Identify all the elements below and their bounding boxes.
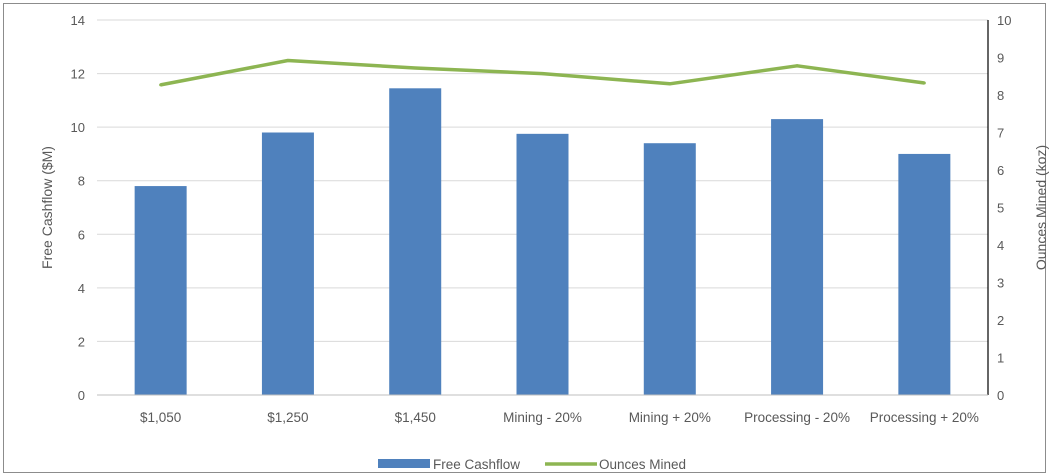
x-tick-label: Mining + 20% [629,410,711,425]
bar [644,143,696,395]
y2-tick-label: 7 [997,126,1004,141]
x-tick-label: $1,250 [267,410,308,425]
y2-tick-label: 9 [997,51,1004,66]
bar [135,186,187,395]
bar [262,133,314,396]
line-point [541,72,544,75]
y2-tick-label: 10 [997,13,1011,28]
line-point [286,59,289,62]
y-tick-label: 2 [78,334,85,349]
legend-label-free-cashflow: Free Cashflow [433,457,520,472]
line-point [923,82,926,85]
legend-swatch-free-cashflow [378,459,430,468]
y-tick-label: 12 [71,67,85,82]
bar [771,119,823,395]
line-point [796,64,799,67]
bar [389,88,441,395]
y2-tick-label: 0 [997,388,1004,403]
legend-label-ounces-mined: Ounces Mined [599,457,686,472]
line-point [414,67,417,70]
y-tick-label: 10 [71,120,85,135]
y2-tick-label: 3 [997,276,1004,291]
line-point [668,82,671,85]
x-tick-label: $1,050 [140,410,181,425]
x-tick-label: Mining - 20% [503,410,582,425]
x-tick-label: Processing + 20% [870,410,979,425]
y2-axis-title: Ounces Mined (koz) [1033,145,1049,270]
y-tick-label: 14 [71,13,85,28]
x-tick-label: Processing - 20% [744,410,850,425]
y-tick-label: 8 [78,174,85,189]
line-point [159,83,162,86]
y-tick-label: 6 [78,227,85,242]
y-axis-title: Free Cashflow ($M) [39,146,55,269]
y2-tick-label: 5 [997,201,1004,216]
y2-tick-label: 4 [997,238,1004,253]
x-tick-label: $1,450 [395,410,436,425]
y-tick-label: 0 [78,388,85,403]
y2-tick-label: 6 [997,163,1004,178]
bar [898,154,950,395]
y2-tick-label: 8 [997,88,1004,103]
y-tick-label: 4 [78,281,85,296]
bar [517,134,569,395]
y2-tick-label: 2 [997,313,1004,328]
y2-tick-label: 1 [997,351,1004,366]
